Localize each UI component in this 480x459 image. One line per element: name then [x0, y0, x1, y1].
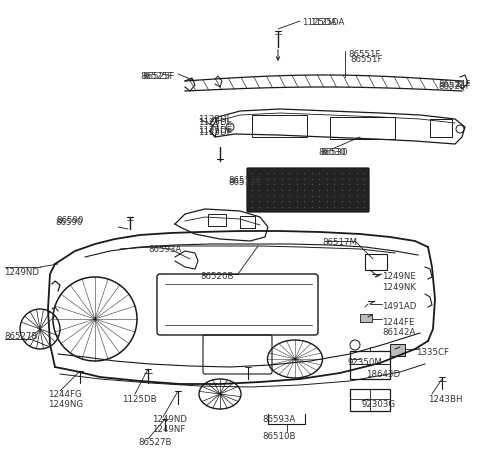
Text: 1249ND: 1249ND: [152, 414, 187, 423]
Text: 18643D: 18643D: [366, 369, 400, 378]
Text: 92350M: 92350M: [348, 357, 383, 366]
Text: 86527B: 86527B: [138, 437, 171, 446]
Text: 86527B: 86527B: [4, 331, 37, 340]
Text: 1125DA: 1125DA: [302, 18, 336, 27]
Text: 1249NE: 1249NE: [382, 271, 416, 280]
Bar: [240, 217, 255, 229]
Bar: [252, 116, 307, 138]
Text: 1243BH: 1243BH: [428, 394, 463, 403]
Text: 86590: 86590: [55, 218, 83, 226]
Text: 86551F: 86551F: [350, 55, 383, 64]
Text: 1249NK: 1249NK: [382, 282, 416, 291]
Text: 1125DB: 1125DB: [122, 394, 156, 403]
Text: 1125DL: 1125DL: [198, 115, 231, 124]
Bar: [208, 214, 226, 226]
Text: 1249ND: 1249ND: [4, 268, 39, 276]
Bar: [350, 351, 390, 379]
Text: 86525F: 86525F: [143, 72, 175, 81]
Text: 1335CF: 1335CF: [416, 347, 449, 356]
Bar: [365, 254, 387, 270]
Text: 1244FG: 1244FG: [48, 389, 82, 398]
Text: 1125DE: 1125DE: [198, 128, 232, 137]
Text: 86520B: 86520B: [200, 271, 233, 280]
Text: 1249NG: 1249NG: [48, 399, 83, 408]
Text: 86513S: 86513S: [228, 176, 261, 185]
Text: 86525F: 86525F: [140, 72, 172, 81]
Bar: [390, 344, 405, 356]
Text: 1491AD: 1491AD: [382, 302, 416, 310]
Text: 1244FE: 1244FE: [382, 317, 415, 326]
Text: 1249NF: 1249NF: [152, 424, 185, 433]
Text: 86551F: 86551F: [348, 50, 381, 59]
Text: 86517M: 86517M: [322, 237, 357, 246]
Text: 1125DE: 1125DE: [198, 126, 232, 134]
Text: 86510B: 86510B: [262, 431, 296, 440]
Bar: [430, 120, 452, 138]
Text: 86590: 86590: [56, 216, 84, 224]
Text: 1125DA: 1125DA: [310, 18, 344, 27]
Bar: [360, 314, 372, 322]
Text: 86524F: 86524F: [438, 80, 470, 89]
Text: 1125DL: 1125DL: [198, 118, 231, 127]
Text: 86142A: 86142A: [382, 327, 415, 336]
Text: 86593A: 86593A: [148, 245, 181, 253]
Text: 86513S: 86513S: [228, 178, 261, 187]
FancyBboxPatch shape: [247, 168, 369, 213]
Bar: [330, 118, 395, 140]
Text: 92303G: 92303G: [362, 399, 396, 408]
Text: 86530: 86530: [320, 148, 348, 157]
Text: 86530: 86530: [318, 148, 346, 157]
Bar: [350, 389, 390, 411]
Text: 86524F: 86524F: [438, 82, 470, 91]
Text: 86593A: 86593A: [262, 414, 295, 423]
